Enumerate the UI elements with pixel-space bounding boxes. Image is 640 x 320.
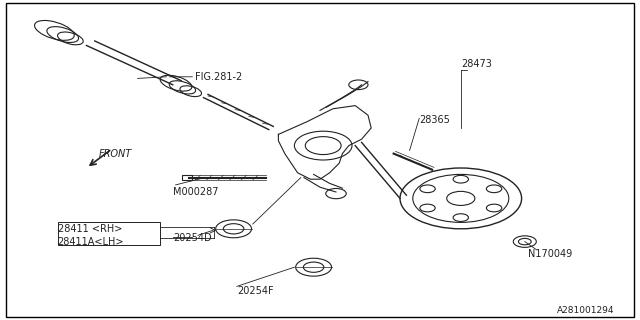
Text: FIG.281-2: FIG.281-2 (195, 72, 243, 82)
Text: A281001294: A281001294 (557, 306, 614, 315)
Text: 20254F: 20254F (237, 286, 273, 296)
Bar (58, 222, 160, 245)
Text: N170049: N170049 (528, 249, 572, 260)
Text: 28365: 28365 (419, 115, 450, 125)
Text: 28411A<LH>: 28411A<LH> (58, 236, 124, 247)
Text: FRONT: FRONT (99, 148, 132, 159)
Text: M000287: M000287 (173, 187, 218, 197)
Text: 28411 <RH>: 28411 <RH> (58, 224, 122, 234)
Text: 28473: 28473 (461, 59, 492, 69)
Bar (182, 175, 192, 180)
Text: 20254D: 20254D (173, 233, 211, 244)
